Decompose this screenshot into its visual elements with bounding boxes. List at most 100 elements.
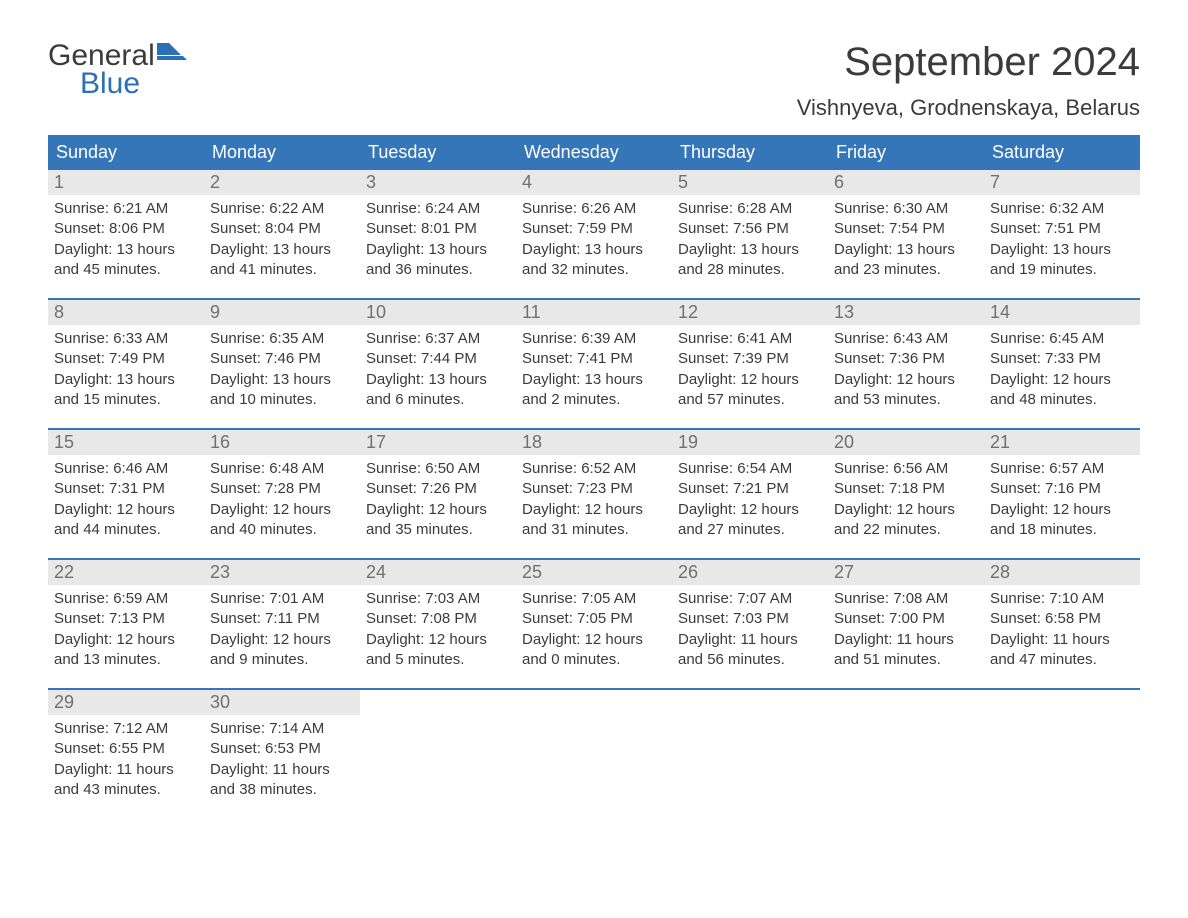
day-info: Sunrise: 7:01 AMSunset: 7:11 PMDaylight:… (204, 585, 360, 670)
calendar-cell: 14Sunrise: 6:45 AMSunset: 7:33 PMDayligh… (984, 300, 1140, 410)
calendar-cell: 4Sunrise: 6:26 AMSunset: 7:59 PMDaylight… (516, 170, 672, 280)
day-info: Sunrise: 6:43 AMSunset: 7:36 PMDaylight:… (828, 325, 984, 410)
day-info: Sunrise: 6:45 AMSunset: 7:33 PMDaylight:… (984, 325, 1140, 410)
calendar-cell: 19Sunrise: 6:54 AMSunset: 7:21 PMDayligh… (672, 430, 828, 540)
day-number: 5 (672, 170, 828, 195)
day-number: 24 (360, 560, 516, 585)
day-info: Sunrise: 6:32 AMSunset: 7:51 PMDaylight:… (984, 195, 1140, 280)
day-info: Sunrise: 6:28 AMSunset: 7:56 PMDaylight:… (672, 195, 828, 280)
day-info: Sunrise: 6:22 AMSunset: 8:04 PMDaylight:… (204, 195, 360, 280)
calendar-cell: 23Sunrise: 7:01 AMSunset: 7:11 PMDayligh… (204, 560, 360, 670)
week-row: 29Sunrise: 7:12 AMSunset: 6:55 PMDayligh… (48, 688, 1140, 800)
calendar-cell: . (672, 690, 828, 800)
page-title: September 2024 (797, 40, 1140, 85)
day-info: Sunrise: 6:48 AMSunset: 7:28 PMDaylight:… (204, 455, 360, 540)
day-number: 18 (516, 430, 672, 455)
day-info: Sunrise: 6:24 AMSunset: 8:01 PMDaylight:… (360, 195, 516, 280)
calendar-cell: 15Sunrise: 6:46 AMSunset: 7:31 PMDayligh… (48, 430, 204, 540)
day-info: Sunrise: 6:33 AMSunset: 7:49 PMDaylight:… (48, 325, 204, 410)
calendar-cell: 7Sunrise: 6:32 AMSunset: 7:51 PMDaylight… (984, 170, 1140, 280)
weekday-sat: Saturday (984, 135, 1140, 170)
day-info: Sunrise: 6:37 AMSunset: 7:44 PMDaylight:… (360, 325, 516, 410)
week-row: 22Sunrise: 6:59 AMSunset: 7:13 PMDayligh… (48, 558, 1140, 670)
day-number: 2 (204, 170, 360, 195)
day-number: 4 (516, 170, 672, 195)
day-info: Sunrise: 7:07 AMSunset: 7:03 PMDaylight:… (672, 585, 828, 670)
day-info: Sunrise: 7:12 AMSunset: 6:55 PMDaylight:… (48, 715, 204, 800)
day-info: Sunrise: 6:26 AMSunset: 7:59 PMDaylight:… (516, 195, 672, 280)
day-info: Sunrise: 7:14 AMSunset: 6:53 PMDaylight:… (204, 715, 360, 800)
day-number: 28 (984, 560, 1140, 585)
day-number: 16 (204, 430, 360, 455)
day-number: 8 (48, 300, 204, 325)
calendar-cell: 13Sunrise: 6:43 AMSunset: 7:36 PMDayligh… (828, 300, 984, 410)
weekday-fri: Friday (828, 135, 984, 170)
logo: General Blue (48, 40, 187, 99)
calendar-cell: 17Sunrise: 6:50 AMSunset: 7:26 PMDayligh… (360, 430, 516, 540)
calendar-cell: 1Sunrise: 6:21 AMSunset: 8:06 PMDaylight… (48, 170, 204, 280)
day-info: Sunrise: 7:03 AMSunset: 7:08 PMDaylight:… (360, 585, 516, 670)
title-block: September 2024 Vishnyeva, Grodnenskaya, … (797, 40, 1140, 121)
logo-text-blue: Blue (48, 68, 187, 100)
calendar-cell: 26Sunrise: 7:07 AMSunset: 7:03 PMDayligh… (672, 560, 828, 670)
calendar-cell: 27Sunrise: 7:08 AMSunset: 7:00 PMDayligh… (828, 560, 984, 670)
calendar-cell: 2Sunrise: 6:22 AMSunset: 8:04 PMDaylight… (204, 170, 360, 280)
calendar-cell: 28Sunrise: 7:10 AMSunset: 6:58 PMDayligh… (984, 560, 1140, 670)
calendar-cell: 8Sunrise: 6:33 AMSunset: 7:49 PMDaylight… (48, 300, 204, 410)
calendar-cell: 24Sunrise: 7:03 AMSunset: 7:08 PMDayligh… (360, 560, 516, 670)
day-number: 26 (672, 560, 828, 585)
day-number: 9 (204, 300, 360, 325)
weekday-sun: Sunday (48, 135, 204, 170)
day-info: Sunrise: 6:35 AMSunset: 7:46 PMDaylight:… (204, 325, 360, 410)
calendar-cell: . (828, 690, 984, 800)
calendar-cell: 11Sunrise: 6:39 AMSunset: 7:41 PMDayligh… (516, 300, 672, 410)
day-info: Sunrise: 6:54 AMSunset: 7:21 PMDaylight:… (672, 455, 828, 540)
day-number: 13 (828, 300, 984, 325)
calendar-cell: 20Sunrise: 6:56 AMSunset: 7:18 PMDayligh… (828, 430, 984, 540)
week-row: 8Sunrise: 6:33 AMSunset: 7:49 PMDaylight… (48, 298, 1140, 410)
day-number: 1 (48, 170, 204, 195)
weekday-tue: Tuesday (360, 135, 516, 170)
day-info: Sunrise: 6:50 AMSunset: 7:26 PMDaylight:… (360, 455, 516, 540)
calendar-cell: 3Sunrise: 6:24 AMSunset: 8:01 PMDaylight… (360, 170, 516, 280)
calendar-cell: . (360, 690, 516, 800)
calendar-cell: 30Sunrise: 7:14 AMSunset: 6:53 PMDayligh… (204, 690, 360, 800)
header: General Blue September 2024 Vishnyeva, G… (48, 40, 1140, 121)
week-row: 15Sunrise: 6:46 AMSunset: 7:31 PMDayligh… (48, 428, 1140, 540)
day-number: 14 (984, 300, 1140, 325)
day-info: Sunrise: 6:59 AMSunset: 7:13 PMDaylight:… (48, 585, 204, 670)
calendar-cell: 18Sunrise: 6:52 AMSunset: 7:23 PMDayligh… (516, 430, 672, 540)
calendar: Sunday Monday Tuesday Wednesday Thursday… (48, 135, 1140, 800)
day-number: 10 (360, 300, 516, 325)
day-info: Sunrise: 6:21 AMSunset: 8:06 PMDaylight:… (48, 195, 204, 280)
day-number: 15 (48, 430, 204, 455)
day-number: 3 (360, 170, 516, 195)
calendar-cell: 9Sunrise: 6:35 AMSunset: 7:46 PMDaylight… (204, 300, 360, 410)
day-number: 7 (984, 170, 1140, 195)
day-info: Sunrise: 6:57 AMSunset: 7:16 PMDaylight:… (984, 455, 1140, 540)
day-number: 22 (48, 560, 204, 585)
day-info: Sunrise: 6:41 AMSunset: 7:39 PMDaylight:… (672, 325, 828, 410)
day-number: 12 (672, 300, 828, 325)
calendar-cell: 21Sunrise: 6:57 AMSunset: 7:16 PMDayligh… (984, 430, 1140, 540)
day-info: Sunrise: 6:52 AMSunset: 7:23 PMDaylight:… (516, 455, 672, 540)
day-number: 20 (828, 430, 984, 455)
calendar-cell: 16Sunrise: 6:48 AMSunset: 7:28 PMDayligh… (204, 430, 360, 540)
day-number: 23 (204, 560, 360, 585)
day-number: 11 (516, 300, 672, 325)
calendar-cell: 6Sunrise: 6:30 AMSunset: 7:54 PMDaylight… (828, 170, 984, 280)
location-subtitle: Vishnyeva, Grodnenskaya, Belarus (797, 95, 1140, 121)
calendar-cell: 12Sunrise: 6:41 AMSunset: 7:39 PMDayligh… (672, 300, 828, 410)
weekday-thu: Thursday (672, 135, 828, 170)
day-number: 29 (48, 690, 204, 715)
calendar-cell: 5Sunrise: 6:28 AMSunset: 7:56 PMDaylight… (672, 170, 828, 280)
day-info: Sunrise: 7:05 AMSunset: 7:05 PMDaylight:… (516, 585, 672, 670)
day-number: 25 (516, 560, 672, 585)
day-number: 6 (828, 170, 984, 195)
calendar-cell: 10Sunrise: 6:37 AMSunset: 7:44 PMDayligh… (360, 300, 516, 410)
day-number: 19 (672, 430, 828, 455)
weekday-mon: Monday (204, 135, 360, 170)
day-number: 27 (828, 560, 984, 585)
day-info: Sunrise: 6:39 AMSunset: 7:41 PMDaylight:… (516, 325, 672, 410)
day-info: Sunrise: 7:08 AMSunset: 7:00 PMDaylight:… (828, 585, 984, 670)
